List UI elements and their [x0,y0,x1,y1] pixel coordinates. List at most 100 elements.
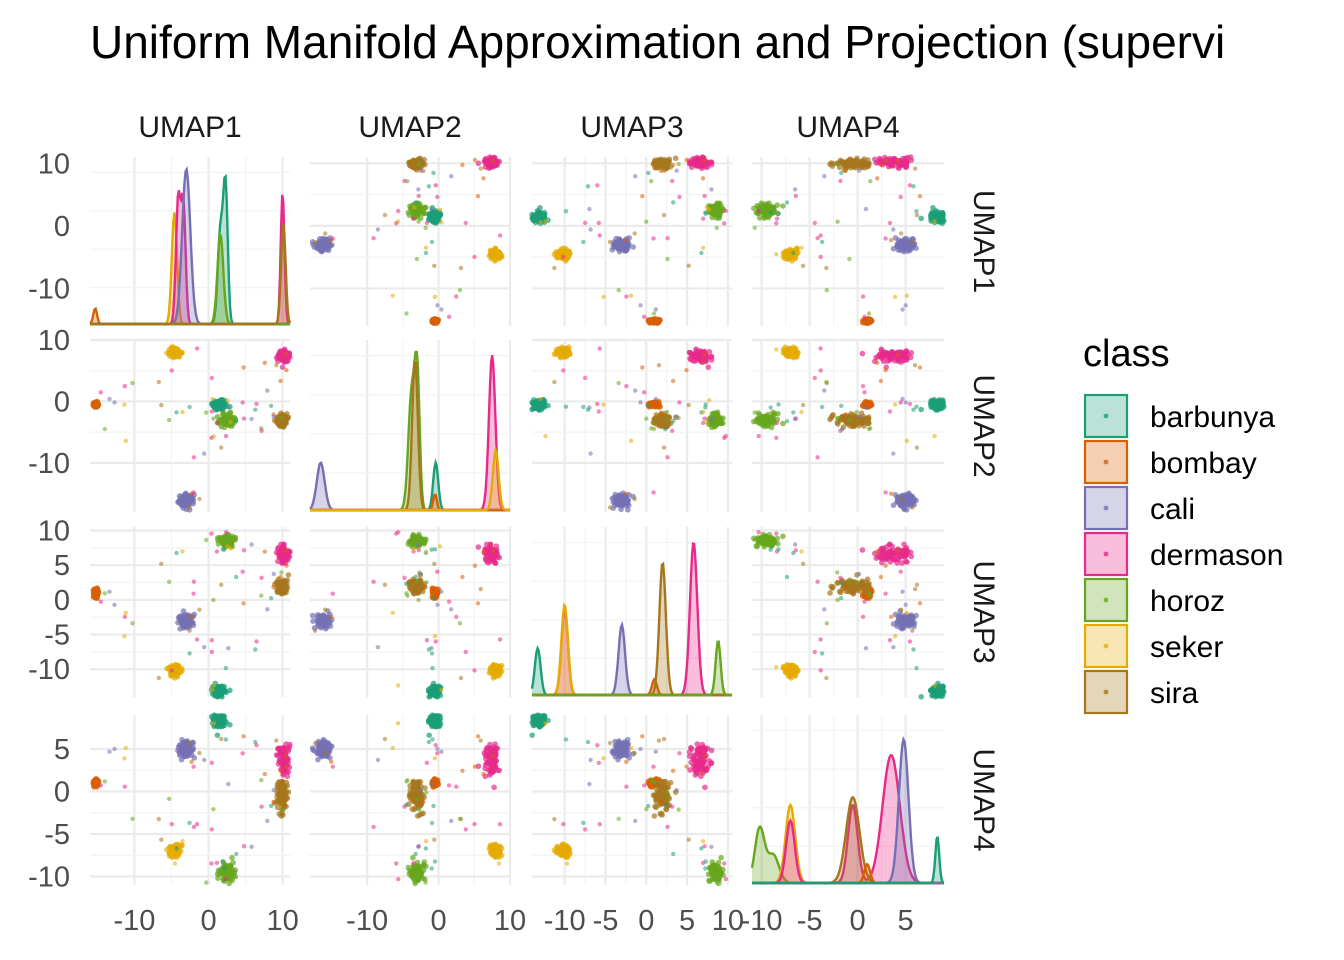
point-sira [686,263,691,268]
point-dermason [254,639,259,644]
point-dermason [561,368,566,373]
point-dermason [596,409,601,414]
point-horoz [711,421,718,428]
point-dermason [665,236,670,241]
point-cali [903,400,908,405]
point-seker [553,346,560,353]
point-barbunya [431,170,436,176]
point-sira [865,161,872,167]
point-sira [824,265,829,271]
point-sira [276,579,282,585]
point-sira [910,505,915,510]
point-horoz [223,421,229,428]
point-barbunya [839,403,844,408]
point-dermason [561,254,566,260]
point-horoz [279,415,284,421]
point-dermason [191,490,196,495]
point-sira [219,582,224,587]
point-dermason [642,314,647,319]
point-horoz [166,417,172,423]
point-barbunya [223,665,229,671]
point-barbunya [934,402,940,408]
point-horoz [763,421,770,428]
panel-UMAP2-UMAP3 [529,338,732,513]
point-dermason [774,420,780,426]
point-dermason [838,178,843,184]
point-dermason [896,357,902,363]
point-dermason [596,220,601,226]
point-cali [891,227,896,232]
point-dermason [169,368,174,373]
point-sira [276,422,282,428]
point-dermason [472,254,477,260]
point-dermason [191,579,197,584]
point-cali [184,612,190,618]
point-barbunya [646,170,651,176]
point-dermason [433,183,438,188]
point-barbunya [534,402,541,408]
point-cali [626,241,632,247]
point-horoz [866,426,872,432]
point-cali [633,388,638,393]
point-dermason [898,194,903,200]
point-cali [890,502,897,509]
point-seker [799,245,804,250]
point-sira [432,263,437,268]
point-dermason [722,221,727,226]
point-seker [210,687,215,692]
point-barbunya [531,397,537,403]
point-dermason [887,220,893,226]
point-horoz [166,579,172,584]
point-cali [897,247,904,253]
point-dermason [907,401,913,407]
point-horoz [665,417,670,423]
point-bombay [883,157,888,163]
point-barbunya [187,651,192,656]
point-sira [278,590,285,596]
point-barbunya [819,404,825,410]
point-barbunya [174,550,179,556]
point-sira [159,561,164,566]
point-sira [914,445,920,450]
point-bombay [278,574,283,580]
point-dermason [642,390,647,395]
point-sira [837,157,844,164]
point-seker [553,253,560,260]
point-barbunya [214,406,221,413]
point-dermason [686,349,693,356]
point-barbunya [268,595,274,601]
point-dermason [463,220,468,226]
point-seker [172,347,178,352]
point-dermason [677,400,682,405]
point-cali [416,187,421,192]
point-cali [674,168,679,173]
point-sira [865,420,872,426]
point-dermason [209,638,214,643]
point-seker [707,398,712,403]
point-sira [284,577,291,584]
point-sira [313,239,318,245]
point-barbunya [253,647,258,652]
point-seker [564,252,570,257]
point-cali [249,416,254,422]
point-barbunya [703,211,708,216]
point-barbunya [253,407,258,412]
point-dermason [223,433,229,439]
point-cali [906,498,912,504]
point-horoz [409,208,415,214]
point-cali [202,451,207,456]
panel-grid-lines [532,157,732,326]
point-bombay [640,194,645,199]
point-cali [375,227,381,232]
point-seker [792,353,799,360]
point-barbunya [220,402,225,407]
point-dermason [194,346,200,351]
panel-grid-lines [90,527,290,697]
point-bombay [700,360,706,365]
point-dermason [862,390,867,395]
point-bombay [684,157,689,163]
point-sira [197,607,202,612]
point-barbunya [529,406,535,413]
point-dermason [907,183,913,188]
point-cali [107,396,112,402]
